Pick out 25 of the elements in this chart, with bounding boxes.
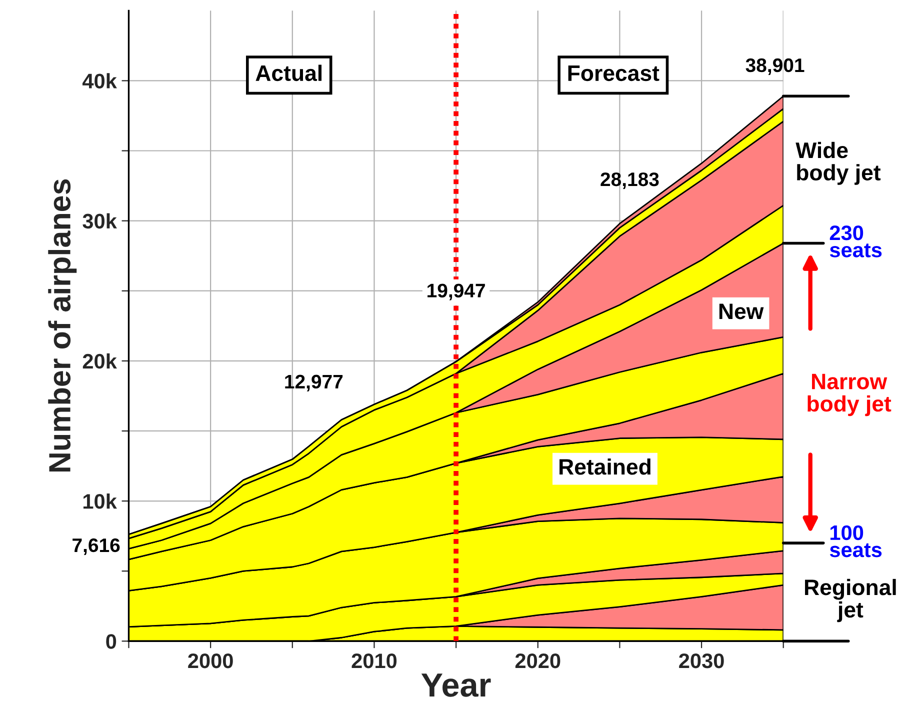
annotation: 7,616 (72, 538, 120, 555)
y-tick-label: 30k (82, 213, 117, 229)
x-tick-label: 2030 (679, 653, 724, 668)
text: 100 seats (830, 525, 882, 558)
y-tick-label: 10k (83, 493, 117, 509)
text: Regional jet (805, 578, 896, 622)
annotation: 12,977 (285, 374, 343, 392)
annotation: Retained (560, 458, 650, 475)
annotation: 28,183 (600, 172, 659, 190)
y-tick-label: 40k (82, 73, 117, 88)
annotation: New (719, 304, 764, 320)
annotation: 38,901 (746, 58, 804, 75)
text: Narrow body jet (808, 374, 892, 416)
annotation: Forecast (568, 66, 660, 82)
annotation: 19,947 (428, 284, 485, 300)
y-tick-label: 0 (106, 634, 116, 649)
y-axis-title: Number of airplanes (48, 179, 77, 472)
text: 230 seats (830, 225, 882, 258)
annotation: Actual (256, 64, 322, 82)
x-tick-label: 2010 (352, 653, 397, 668)
y-tick-label: 20k (82, 353, 117, 369)
x-tick-label: 2000 (188, 653, 233, 668)
text: Wide body jet (796, 142, 881, 185)
x-tick-label: 2020 (515, 653, 560, 668)
x-axis-title: Year (421, 674, 491, 697)
